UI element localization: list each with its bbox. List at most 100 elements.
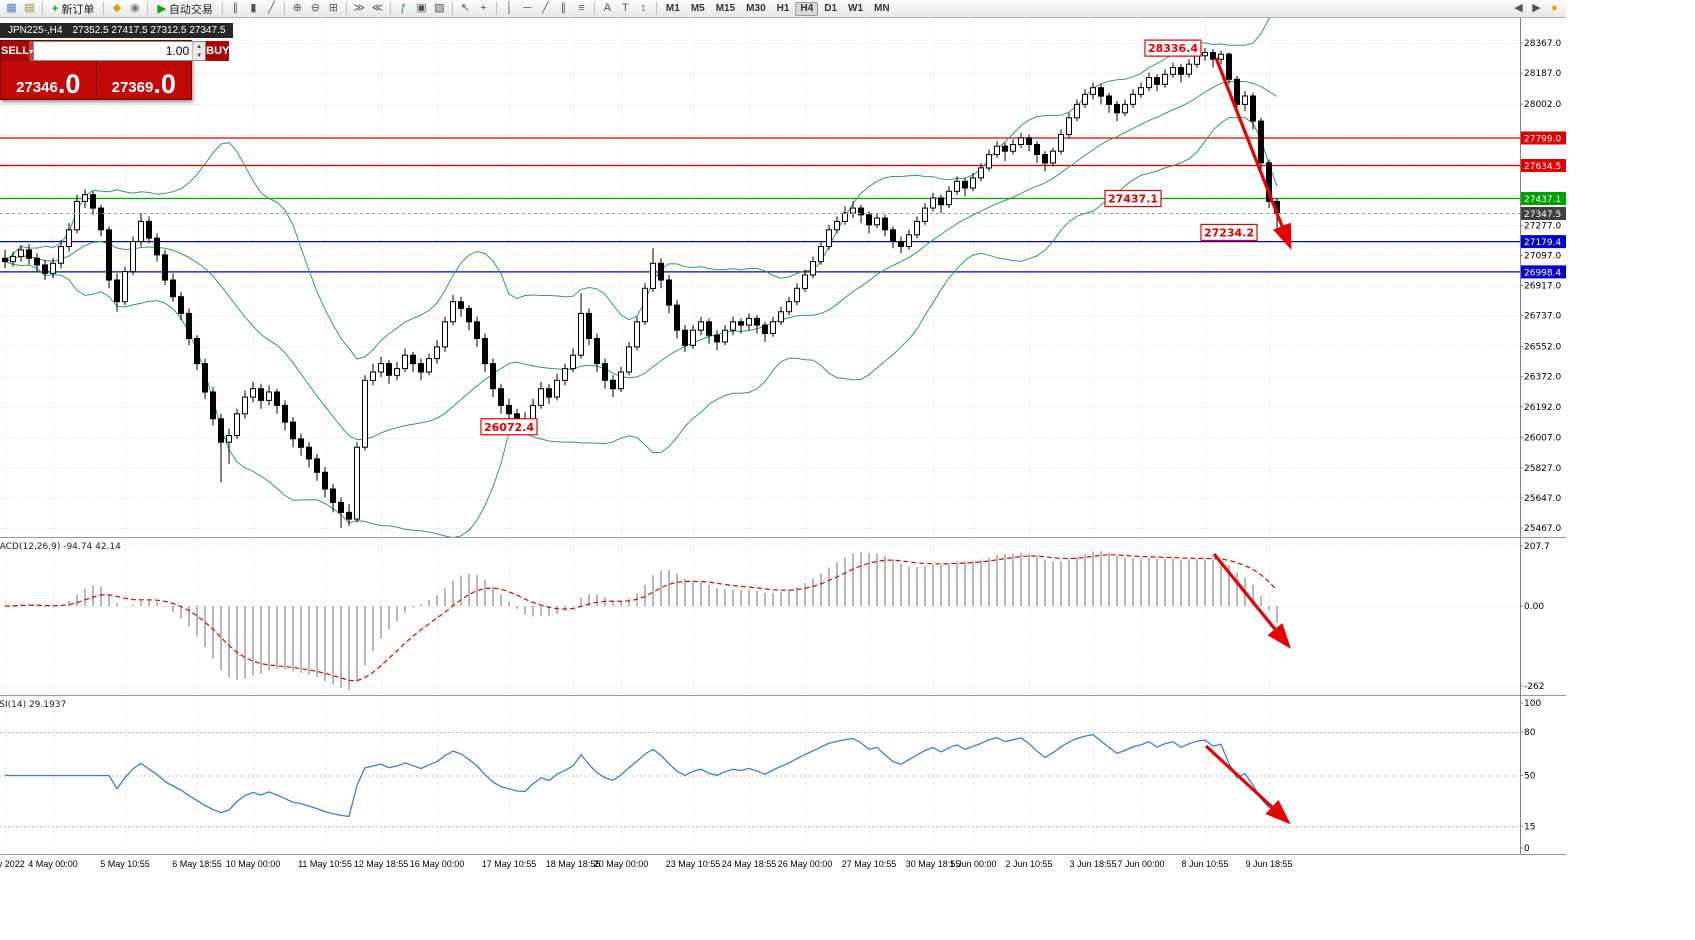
timeframe-button-h4[interactable]: H4 <box>795 1 819 16</box>
svg-text:25827.0: 25827.0 <box>1524 464 1561 474</box>
horizontal-lines[interactable] <box>0 137 1520 273</box>
time-axis-label: 8 Jun 10:55 <box>1181 859 1229 869</box>
zoom-in-icon[interactable]: ⊕ <box>292 2 303 14</box>
price-axis-box <box>1521 159 1566 173</box>
time-axis-label: 4 May 00:00 <box>28 859 78 869</box>
svg-text:27634.5: 27634.5 <box>1524 162 1561 172</box>
annotation-box <box>1104 189 1162 208</box>
tile-windows-icon[interactable]: ⊞ <box>328 2 339 14</box>
svg-text:27799.0: 27799.0 <box>1524 134 1561 144</box>
next-chart-icon[interactable]: ▶ <box>1532 2 1541 14</box>
timeframe-button-d1[interactable]: D1 <box>824 3 838 14</box>
line-chart-icon[interactable]: ╱ <box>268 2 275 14</box>
price-axis: 28367.028187.028002.027817.027632.027452… <box>1520 18 1566 537</box>
auto-trading-button[interactable]: ▶ 自动交易 <box>152 1 217 16</box>
sell-button[interactable]: SELL <box>1 41 30 61</box>
arrows-tool-icon[interactable]: ↕ <box>640 2 647 14</box>
order-type-dropdown[interactable]: ▾ <box>29 41 34 61</box>
bar-chart-icon[interactable]: ∥ <box>232 2 239 14</box>
bollinger-bands[interactable] <box>4 18 1278 537</box>
svg-text:0: 0 <box>1524 844 1530 854</box>
vertical-line-icon[interactable]: │ <box>505 2 513 14</box>
macd-signal-line <box>4 554 1278 682</box>
toolbar-separator <box>283 2 285 15</box>
zoom-out-icon[interactable]: ⊖ <box>310 2 321 14</box>
timeframe-button-m15[interactable]: M15 <box>715 3 736 14</box>
svg-text:15: 15 <box>1524 822 1535 832</box>
toolbar-separator <box>345 2 347 15</box>
timeframe-button-m5[interactable]: M5 <box>690 3 705 14</box>
time-axis-label: 10 May 00:00 <box>225 859 281 869</box>
indicators-icon[interactable]: ƒ <box>400 2 407 14</box>
metaeditor-icon[interactable]: ◆ <box>112 2 122 14</box>
svg-text:25467.0: 25467.0 <box>1524 524 1561 534</box>
crosshair-icon[interactable]: + <box>480 2 487 14</box>
timeframe-button-h1[interactable]: H1 <box>776 3 790 14</box>
chevron-down-icon: ▾ <box>29 46 34 56</box>
main-toolbar: ▦ ▤ + 新订单 ◆ ◉ ▶ 自动交易 ∥ ▮ ╱ ⊕ ⊖ ⊞ ≫ ≪ ƒ ▣ ▨ ↖ + │ ─ ╱ ∥ ≡ A T ↕ M1 M5 M1… <box>0 0 1566 18</box>
templates-icon[interactable]: ▨ <box>434 2 445 14</box>
prev-chart-icon[interactable]: ◀ <box>1514 2 1523 14</box>
periods-icon[interactable]: ▣ <box>416 2 427 14</box>
rsi-gridlines <box>5 696 1270 854</box>
bollinger-lower-band <box>4 117 1278 537</box>
timeframe-button-mn[interactable]: MN <box>874 3 890 14</box>
price-annotations[interactable]: 28336.4 27437.1 27234.2 26072.4 <box>480 39 1258 436</box>
time-axis-label: 27 May 10:55 <box>841 859 897 869</box>
new-chart-icon[interactable]: ▦ <box>6 2 17 14</box>
sell-price-base: 27346 <box>16 78 58 96</box>
stepper-down-icon: ▼ <box>196 52 203 59</box>
volume-input[interactable] <box>34 42 193 60</box>
horizontal-line-icon[interactable]: ─ <box>523 2 532 14</box>
price-axis-box <box>1521 265 1566 279</box>
cursor-icon[interactable]: ↖ <box>460 2 471 14</box>
equidistant-channel-icon[interactable]: ∥ <box>560 2 567 14</box>
svg-text:80: 80 <box>1524 728 1536 738</box>
svg-text:27179.4: 27179.4 <box>1524 238 1561 248</box>
plus-icon: + <box>52 2 59 15</box>
volume-stepper[interactable]: ▲ ▼ <box>192 42 206 60</box>
auto-scroll-icon[interactable]: ≫ <box>353 2 366 14</box>
svg-text:26372.0: 26372.0 <box>1524 373 1561 383</box>
svg-text:26998.4: 26998.4 <box>1524 268 1561 278</box>
toolbar-separator <box>103 2 105 15</box>
trend-arrow-main[interactable] <box>1214 57 1292 250</box>
timeframe-button-w1[interactable]: W1 <box>848 3 864 14</box>
svg-text:27437.1: 27437.1 <box>1524 195 1561 205</box>
buy-price-base: 27369 <box>111 78 154 96</box>
chart-shift-icon[interactable]: ≪ <box>371 2 384 14</box>
time-axis-label: 1 Jun 00:00 <box>949 859 997 869</box>
rsi-price-axis: 100 80 50 15 0 <box>1520 696 1541 854</box>
candles-layer <box>2 48 1280 528</box>
text-label-icon[interactable]: T <box>622 2 629 14</box>
time-axis-label: 20 May 00:00 <box>593 859 649 869</box>
buy-button[interactable]: BUY <box>206 41 230 61</box>
svg-text:0.00: 0.00 <box>1524 602 1544 612</box>
profiles-icon[interactable]: ▤ <box>24 2 35 14</box>
timeframe-button-m30[interactable]: M30 <box>746 3 766 14</box>
connection-status-icon[interactable]: ● <box>1551 2 1558 14</box>
svg-text:27437.1: 27437.1 <box>1108 193 1158 206</box>
svg-text:27234.2: 27234.2 <box>1204 226 1254 239</box>
candlestick-chart-icon[interactable]: ▮ <box>250 2 257 14</box>
time-axis-label: 6 May 18:55 <box>172 859 222 869</box>
text-icon[interactable]: A <box>603 2 612 14</box>
rsi-panel[interactable]: 100 80 50 15 0 RSI(14) 29.1937 <box>0 695 1566 854</box>
annotation-box <box>480 418 538 436</box>
main-price-chart[interactable]: 28367.028187.028002.027817.027632.027452… <box>0 18 1566 537</box>
sell-price[interactable]: 27346 .0 <box>1 61 96 99</box>
macd-panel[interactable]: 207.7 0.00 -262 MACD(12,26,9) -94.74 42.14 <box>0 537 1566 695</box>
toolbar-separator <box>221 2 223 15</box>
chart-window[interactable]: JPN225-,H4 27352.5 27417.5 27312.5 27347… <box>0 18 1566 876</box>
buy-price[interactable]: 27369 .0 <box>97 61 192 99</box>
price-axis-box <box>1521 192 1566 206</box>
stepper-up-icon: ▲ <box>196 43 203 50</box>
trend-arrow-rsi[interactable] <box>1204 744 1291 825</box>
timeframe-button-m1[interactable]: M1 <box>665 3 680 14</box>
trendline-icon[interactable]: ╱ <box>542 2 549 14</box>
trend-arrow-macd[interactable] <box>1212 552 1292 649</box>
history-center-icon[interactable]: ◉ <box>130 2 140 14</box>
fibonacci-icon[interactable]: ≡ <box>578 2 585 14</box>
new-order-button[interactable]: + 新订单 <box>47 1 99 16</box>
